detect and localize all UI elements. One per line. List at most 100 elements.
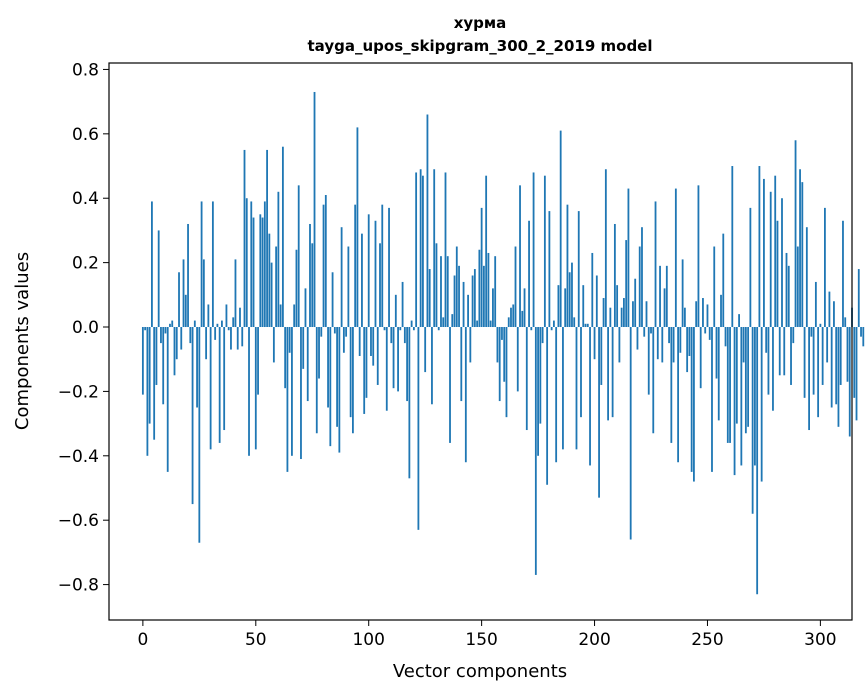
bar-151: [482, 265, 485, 328]
bar-129: [433, 169, 436, 328]
y-axis-ticks: −0.8 −0.6 −0.4 −0.2 0.0 0.2 0.4 0.6 0.8: [58, 60, 109, 596]
bar-311: [844, 317, 847, 328]
bar-150: [480, 207, 483, 328]
bar-315: [853, 327, 856, 398]
bar-266: [742, 327, 745, 363]
bar-317: [857, 269, 860, 328]
bar-189: [568, 272, 571, 328]
bar-122: [417, 327, 420, 530]
y-tick-label: 0.2: [72, 254, 99, 274]
bar-282: [778, 327, 781, 376]
bar-136: [449, 327, 451, 443]
y-tick-label: −0.2: [58, 382, 99, 402]
bar-111: [392, 327, 395, 389]
bar-194: [580, 327, 582, 418]
bar-284: [783, 327, 786, 376]
bar-305: [830, 327, 833, 408]
bar-160: [503, 327, 506, 382]
bar-211: [618, 327, 621, 363]
bar-37: [225, 304, 228, 328]
bar-169: [523, 288, 526, 328]
bar-312: [846, 327, 849, 382]
bar-18: [182, 259, 185, 328]
bar-93: [352, 327, 354, 434]
bar-99: [365, 327, 368, 398]
bar-159: [501, 327, 503, 340]
bar-74: [309, 223, 311, 328]
bar-188: [566, 204, 569, 328]
bar-287: [790, 327, 792, 385]
bar-88: [340, 227, 343, 328]
bar-66: [291, 327, 293, 456]
bar-204: [602, 298, 605, 328]
bar-120: [412, 327, 415, 331]
bar-199: [591, 252, 594, 328]
bar-83: [329, 327, 332, 447]
bar-192: [575, 327, 578, 450]
bar-125: [424, 327, 427, 373]
bar-201: [595, 275, 598, 328]
bar-103: [374, 220, 377, 328]
y-axis-label: Components values: [12, 252, 33, 430]
bar-4: [151, 201, 153, 328]
bar-157: [496, 327, 499, 363]
x-tick-label: 200: [578, 630, 610, 650]
bar-22: [191, 327, 194, 505]
bar-5: [153, 327, 156, 440]
bar-307: [835, 327, 838, 405]
bar-21: [189, 327, 192, 344]
bar-240: [683, 307, 686, 328]
bar-28: [205, 327, 208, 360]
bar-265: [740, 327, 743, 466]
bar-254: [715, 327, 718, 379]
bar-229: [659, 265, 661, 328]
bar-41: [234, 259, 237, 328]
bar-269: [749, 207, 752, 328]
bar-85: [333, 327, 336, 334]
bar-214: [625, 240, 628, 328]
bar-47: [248, 327, 250, 456]
bar-19: [184, 294, 187, 328]
y-tick-label: 0.0: [72, 318, 99, 338]
bar-91: [347, 246, 350, 328]
y-tick-label: 0.6: [72, 125, 99, 145]
bar-78: [318, 327, 320, 379]
bar-281: [776, 220, 779, 328]
bar-263: [735, 327, 738, 424]
bar-224: [647, 327, 650, 395]
bar-255: [717, 327, 720, 421]
bar-3: [148, 327, 151, 424]
bar-119: [410, 320, 413, 328]
bar-124: [422, 175, 424, 328]
bar-62: [281, 146, 284, 328]
bar-107: [383, 327, 386, 331]
bar-148: [476, 320, 479, 328]
bar-270: [751, 327, 754, 514]
y-tick-label: −0.8: [58, 576, 99, 596]
bar-246: [697, 185, 700, 328]
bar-110: [390, 327, 393, 344]
x-tick-label: 150: [465, 630, 497, 650]
bar-154: [489, 320, 492, 328]
bar-69: [297, 185, 300, 328]
bar-115: [401, 281, 404, 328]
bar-283: [781, 198, 783, 328]
bar-276: [765, 327, 768, 353]
bar-230: [661, 327, 664, 363]
bar-33: [216, 323, 219, 328]
bar-116: [403, 327, 406, 344]
bar-234: [670, 327, 673, 443]
bar-206: [607, 327, 609, 421]
bar-183: [555, 327, 558, 463]
bar-271: [753, 327, 756, 466]
bar-286: [787, 265, 790, 328]
bar-248: [702, 298, 704, 328]
bar-278: [769, 191, 772, 328]
bar-131: [437, 327, 440, 331]
bar-138: [453, 275, 456, 328]
bar-221: [641, 227, 643, 328]
bar-259: [726, 327, 729, 443]
x-tick-label: 50: [245, 630, 267, 650]
bar-134: [444, 172, 447, 328]
